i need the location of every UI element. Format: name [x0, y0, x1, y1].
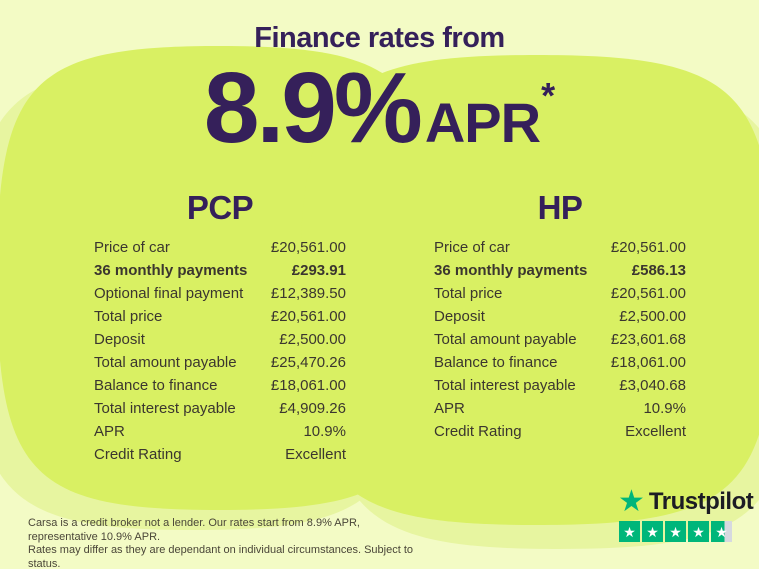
row-value: £23,601.68: [610, 331, 686, 348]
row-value: £25,470.26: [270, 354, 346, 371]
pcp-table-rows: Price of car £20,561.00 36 monthly payment…: [94, 236, 346, 466]
table-row: 36 monthly payments £586.13: [434, 259, 686, 282]
row-value: £18,061.00: [270, 377, 346, 394]
row-label: 36 monthly payments: [94, 262, 248, 279]
right-blob: [300, 55, 759, 525]
table-row: Total interest payable £4,909.26: [94, 397, 346, 420]
banner-subtitle: Finance rates from: [254, 22, 505, 54]
table-row: Balance to finance £18,061.00: [434, 351, 686, 374]
row-label: Balance to finance: [434, 354, 558, 371]
row-value: £3,040.68: [619, 377, 686, 394]
trustpilot-star: ★: [688, 521, 709, 542]
table-row: Optional final payment £12,389.50: [94, 282, 346, 305]
table-row: APR 10.9%: [94, 420, 346, 443]
table-row: Deposit £2,500.00: [434, 305, 686, 328]
row-label: Price of car: [94, 239, 170, 256]
row-label: APR: [434, 400, 465, 417]
hp-table-rows: Price of car £20,561.00 36 monthly payment…: [434, 236, 686, 443]
row-label: Credit Rating: [434, 423, 522, 440]
row-label: Total amount payable: [94, 354, 237, 371]
table-row: APR 10.9%: [434, 397, 686, 420]
disclaimer-line-2: Rates may differ as they are dependant o…: [28, 544, 414, 569]
row-value: £20,561.00: [270, 239, 346, 256]
row-label: Deposit: [434, 308, 485, 325]
row-label: Total interest payable: [434, 377, 576, 394]
row-label: APR: [94, 423, 125, 440]
row-value: £20,561.00: [270, 308, 346, 325]
trustpilot-star: ★: [711, 521, 732, 542]
hp-table-title: HP: [537, 189, 583, 226]
trustpilot-star-icon: ★: [618, 485, 645, 518]
rate-value: 8.9%: [203, 52, 423, 164]
row-label: Price of car: [434, 239, 510, 256]
table-row: 36 monthly payments £293.91: [94, 259, 346, 282]
hp-table: HP Price of car £20,561.00 36 monthly paym…: [434, 190, 686, 443]
row-value: £18,061.00: [610, 354, 686, 371]
row-label: Balance to finance: [94, 377, 218, 394]
trustpilot-badge[interactable]: ★ Trustpilot ★ ★ ★ ★ ★: [618, 485, 754, 542]
row-label: Total interest payable: [94, 400, 236, 417]
row-label: Total price: [434, 285, 503, 302]
rate-asterisk: *: [541, 75, 556, 116]
table-row: Total amount payable £25,470.26: [94, 351, 346, 374]
row-value: 10.9%: [303, 423, 346, 440]
trustpilot-star: ★: [619, 521, 640, 542]
row-value: £2,500.00: [279, 331, 346, 348]
table-row: Credit Rating Excellent: [94, 443, 346, 466]
table-row: Total price £20,561.00: [434, 282, 686, 305]
table-row: Balance to finance £18,061.00: [94, 374, 346, 397]
table-row: Total interest payable £3,040.68: [434, 374, 686, 397]
row-label: Total price: [94, 308, 163, 325]
row-value: Excellent: [285, 446, 346, 463]
row-value: £12,389.50: [270, 285, 346, 302]
table-row: Price of car £20,561.00: [434, 236, 686, 259]
trustpilot-wordmark: Trustpilot: [648, 488, 754, 515]
row-value: 10.9%: [643, 400, 686, 417]
table-row: Total price £20,561.00: [94, 305, 346, 328]
row-value: £293.91: [291, 262, 346, 279]
row-value: £20,561.00: [610, 239, 686, 256]
table-row: Deposit £2,500.00: [94, 328, 346, 351]
trustpilot-star: ★: [665, 521, 686, 542]
row-label: Deposit: [94, 331, 145, 348]
table-row: Price of car £20,561.00: [94, 236, 346, 259]
row-value: £2,500.00: [619, 308, 686, 325]
disclaimer-line-1: Carsa is a credit broker not a lender. O…: [28, 517, 360, 543]
trustpilot-star: ★: [642, 521, 663, 542]
headline-rate: 8.9%APR*: [0, 58, 759, 158]
rate-suffix: APR: [424, 91, 541, 154]
trustpilot-logo: ★ Trustpilot: [618, 485, 754, 518]
row-label: Total amount payable: [434, 331, 577, 348]
row-label: 36 monthly payments: [434, 262, 588, 279]
row-value: £20,561.00: [610, 285, 686, 302]
trustpilot-rating-stars: ★ ★ ★ ★ ★: [619, 521, 753, 542]
table-row: Total amount payable £23,601.68: [434, 328, 686, 351]
row-label: Credit Rating: [94, 446, 182, 463]
row-label: Optional final payment: [94, 285, 244, 302]
legal-disclaimer: Carsa is a credit broker not a lender. O…: [28, 517, 428, 569]
pcp-table-title: PCP: [186, 189, 254, 226]
row-value: £586.13: [631, 262, 686, 279]
row-value: £4,909.26: [279, 400, 346, 417]
table-row: Credit Rating Excellent: [434, 420, 686, 443]
pcp-table: PCP Price of car £20,561.00 36 monthly pay…: [94, 190, 346, 466]
row-value: Excellent: [625, 423, 686, 440]
